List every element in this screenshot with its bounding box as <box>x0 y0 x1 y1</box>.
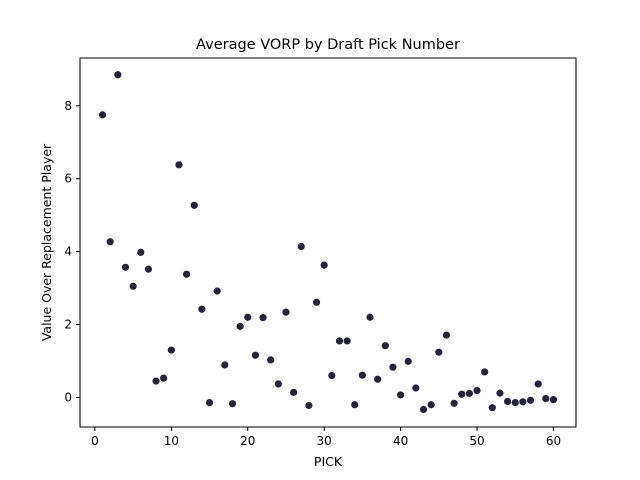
data-point <box>175 161 183 169</box>
y-tick-label: 8 <box>64 99 72 113</box>
data-point <box>259 314 267 322</box>
x-axis-label: PICK <box>314 454 343 469</box>
data-point <box>519 398 527 406</box>
data-point <box>381 342 389 350</box>
y-tick-label: 2 <box>64 318 72 332</box>
data-point <box>534 380 542 388</box>
data-point <box>251 351 259 359</box>
data-point <box>465 389 473 398</box>
data-point <box>152 377 160 385</box>
data-point <box>374 375 382 383</box>
data-point <box>450 399 458 407</box>
data-point <box>213 287 221 295</box>
data-point <box>305 401 313 410</box>
data-point <box>458 390 466 398</box>
data-point <box>526 396 535 404</box>
data-point <box>397 391 405 399</box>
data-point <box>366 313 374 321</box>
y-axis-ticks: 0 2 4 6 8 <box>64 99 80 404</box>
data-point <box>419 405 428 414</box>
data-point <box>328 371 336 380</box>
x-tick-label: 10 <box>164 434 179 448</box>
x-tick-label: 20 <box>240 434 255 448</box>
data-point <box>198 305 206 313</box>
data-point <box>282 308 290 316</box>
data-point <box>335 337 344 345</box>
data-point <box>183 270 191 278</box>
x-tick-label: 0 <box>91 434 99 448</box>
data-point <box>473 386 481 395</box>
data-point <box>236 322 244 330</box>
y-tick-label: 4 <box>64 245 72 259</box>
x-tick-label: 40 <box>393 434 408 448</box>
data-point <box>267 356 275 364</box>
data-point <box>404 357 412 365</box>
y-tick-label: 0 <box>64 390 72 404</box>
chart-title: Average VORP by Draft Pick Number <box>196 37 460 53</box>
data-point <box>412 384 420 392</box>
data-point <box>549 396 558 404</box>
data-point <box>114 71 122 79</box>
data-point <box>98 111 107 119</box>
data-point <box>435 348 443 356</box>
data-point <box>389 363 397 371</box>
data-point <box>542 394 550 403</box>
y-tick-label: 6 <box>64 172 72 186</box>
data-point <box>160 374 168 382</box>
data-point <box>190 201 198 209</box>
data-points <box>98 71 558 414</box>
data-point <box>167 346 175 354</box>
x-axis-ticks: 0 10 20 30 40 50 60 <box>91 427 561 448</box>
data-point <box>312 298 321 306</box>
data-point <box>290 388 298 396</box>
data-point <box>442 331 451 339</box>
data-point <box>358 371 366 379</box>
data-point <box>343 337 351 345</box>
plot-frame <box>79 57 577 428</box>
data-point <box>297 242 305 251</box>
data-point <box>503 397 512 406</box>
data-point <box>221 361 229 369</box>
data-point <box>244 313 252 321</box>
data-point <box>106 238 114 246</box>
data-point <box>511 398 519 407</box>
data-point <box>129 282 137 290</box>
x-tick-label: 50 <box>469 434 484 448</box>
data-point <box>121 263 130 271</box>
x-tick-label: 60 <box>546 434 561 448</box>
data-point <box>320 261 328 269</box>
data-point <box>137 248 145 256</box>
data-point <box>496 389 504 397</box>
data-point <box>274 380 282 388</box>
data-point <box>205 398 214 407</box>
data-point <box>228 400 237 408</box>
data-point <box>144 265 153 273</box>
x-tick-label: 30 <box>317 434 332 448</box>
data-point <box>481 368 489 376</box>
data-point <box>488 404 496 412</box>
data-point <box>427 401 435 409</box>
data-point <box>351 401 359 409</box>
y-axis-label: Value Over Replacement Player <box>39 143 54 341</box>
